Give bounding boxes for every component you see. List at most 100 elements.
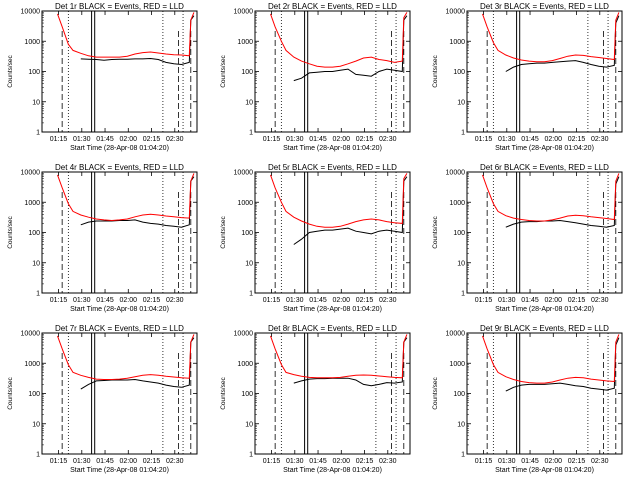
y-tick-label: 10000 [21,331,41,338]
series-line-events [505,337,620,392]
x-tick-label: 02:00 [333,458,351,465]
panel-title: Det 3r BLACK = Events, RED = LLD [480,2,609,11]
series-line-events [80,337,195,390]
y-tick-label: 1000 [449,39,465,46]
series-line-lld [57,334,195,380]
series-line-lld [270,173,408,228]
x-tick-label: 02:30 [379,297,397,304]
x-tick-label: 01:45 [309,136,327,143]
panel-title: Det 1r BLACK = Events, RED = LLD [55,2,184,11]
y-tick-label: 10 [457,260,465,267]
x-tick-label: 01:30 [73,136,91,143]
series-line-events [293,337,408,387]
panel-title: Det 8r BLACK = Events, RED = LLD [268,324,397,333]
y-axis-label: Counts/sec [432,376,439,409]
x-axis-label: Start Time (28-Apr-08 01:04:20) [283,145,382,152]
x-axis-label: Start Time (28-Apr-08 01:04:20) [70,467,169,474]
x-tick-label: 01:30 [73,458,91,465]
x-tick-label: 02:15 [356,458,374,465]
x-tick-label: 01:15 [263,458,281,465]
y-tick-label: 10000 [446,331,466,338]
y-tick-label: 1000 [237,200,253,207]
x-tick-label: 02:15 [143,458,161,465]
x-tick-label: 02:15 [568,297,586,304]
x-tick-label: 02:30 [379,136,397,143]
panel-title: Det 7r BLACK = Events, RED = LLD [55,324,184,333]
series-line-lld [482,12,620,63]
x-tick-label: 02:00 [545,136,563,143]
x-tick-label: 02:30 [166,297,184,304]
y-tick-label: 100 [241,230,253,237]
x-axis-label: Start Time (28-Apr-08 01:04:20) [283,306,382,313]
y-axis-label: Counts/sec [432,54,439,87]
x-tick-label: 01:15 [50,458,68,465]
y-tick-label: 100 [28,391,40,398]
series-line-events [505,176,620,228]
x-tick-label: 01:30 [286,136,304,143]
y-tick-label: 1 [36,291,40,298]
series-line-lld [270,334,408,379]
chart-panel-4: Det 4r BLACK = Events, RED = LLD 1 10 100 10… [7,163,198,313]
y-tick-label: 100 [453,230,465,237]
x-tick-label: 02:15 [143,136,161,143]
series-line-lld [482,334,620,384]
series-line-lld [270,12,408,68]
y-tick-label: 10 [457,421,465,428]
chart-panel-6: Det 6r BLACK = Events, RED = LLD 1 10 100 10… [432,163,623,313]
x-tick-label: 02:30 [379,458,397,465]
panel-title: Det 6r BLACK = Events, RED = LLD [480,163,609,172]
y-tick-label: 10 [32,260,40,267]
plot-frame [466,171,623,294]
y-tick-label: 1000 [237,361,253,368]
y-axis-label: Counts/sec [7,376,14,409]
x-tick-label: 01:30 [498,458,516,465]
x-tick-label: 02:15 [356,297,374,304]
series-line-lld [57,12,195,58]
y-axis-label: Counts/sec [220,376,227,409]
panel-title: Det 4r BLACK = Events, RED = LLD [55,163,184,172]
x-tick-label: 01:15 [263,297,281,304]
y-tick-label: 1 [36,452,40,459]
x-tick-label: 02:30 [591,136,609,143]
x-tick-label: 02:00 [120,297,138,304]
x-axis-label: Start Time (28-Apr-08 01:04:20) [283,467,382,474]
y-axis-label: Counts/sec [432,215,439,248]
y-tick-label: 10000 [234,9,254,16]
series-line-lld [57,173,195,222]
chart-panel-8: Det 8r BLACK = Events, RED = LLD 1 10 100 10… [220,324,411,474]
y-tick-label: 1000 [24,39,40,46]
x-axis-label: Start Time (28-Apr-08 01:04:20) [70,145,169,152]
chart-panel-5: Det 5r BLACK = Events, RED = LLD 1 10 100 10… [220,163,411,313]
x-tick-label: 01:15 [50,136,68,143]
x-tick-label: 01:15 [475,458,493,465]
x-tick-label: 02:00 [120,458,138,465]
y-tick-label: 10 [32,421,40,428]
x-tick-label: 02:00 [333,297,351,304]
x-tick-label: 01:30 [286,297,304,304]
y-tick-label: 100 [28,69,40,76]
y-tick-label: 10000 [234,170,254,177]
x-tick-label: 02:30 [166,136,184,143]
y-tick-label: 10 [457,99,465,106]
series-line-events [293,15,408,82]
x-tick-label: 01:15 [50,297,68,304]
y-tick-label: 100 [241,391,253,398]
chart-panel-1: Det 1r BLACK = Events, RED = LLD 1 10 100 10… [7,2,198,152]
plot-frame [466,332,623,455]
series-line-events [80,15,195,66]
x-tick-label: 01:30 [286,458,304,465]
x-tick-label: 01:45 [521,136,539,143]
plot-frame [41,171,198,294]
x-tick-label: 01:45 [96,458,114,465]
x-axis-label: Start Time (28-Apr-08 01:04:20) [70,306,169,313]
x-tick-label: 02:00 [333,136,351,143]
x-tick-label: 01:30 [498,136,516,143]
series-line-events [293,176,408,245]
x-tick-label: 02:30 [591,458,609,465]
y-tick-label: 1 [461,130,465,137]
y-axis-label: Counts/sec [7,54,14,87]
y-tick-label: 1000 [449,200,465,207]
series-line-events [80,176,195,228]
panel-title: Det 2r BLACK = Events, RED = LLD [268,2,397,11]
